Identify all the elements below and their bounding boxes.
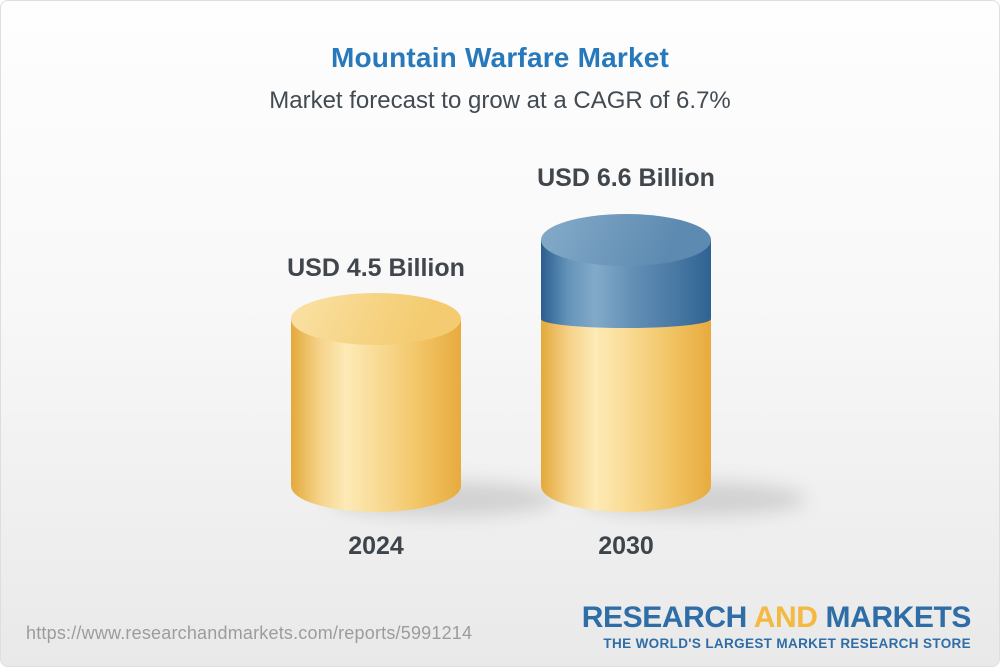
bar-2024-body [291,318,461,512]
bar-2030-base-segment [541,318,711,512]
bar-2024-top-cap [291,292,461,345]
category-label-2024: 2024 [348,532,404,560]
logo-word-research: RESEARCH [581,600,748,634]
chart-title: Mountain Warfare Market [330,42,670,73]
logo-wordmark: RESEARCH AND MARKETS [581,600,972,634]
logo-word-markets: MARKETS [825,600,971,634]
bar-2030-cylinder [541,214,711,512]
bar-2030-top-cap [541,214,711,267]
category-label-2030: 2030 [598,532,654,560]
logo-word-and: AND [753,600,818,634]
bar-2024-cylinder [291,292,461,512]
value-label-2030: USD 6.6 Billion [537,164,715,192]
chart-subtitle: Market forecast to grow at a CAGR of 6.7… [269,87,731,114]
value-label-2024: USD 4.5 Billion [287,254,465,282]
researchandmarkets-logo: RESEARCH AND MARKETS THE WORLD'S LARGEST… [581,600,972,651]
report-url[interactable]: https://www.researchandmarkets.com/repor… [26,623,473,643]
logo-tagline: THE WORLD'S LARGEST MARKET RESEARCH STOR… [603,636,971,651]
